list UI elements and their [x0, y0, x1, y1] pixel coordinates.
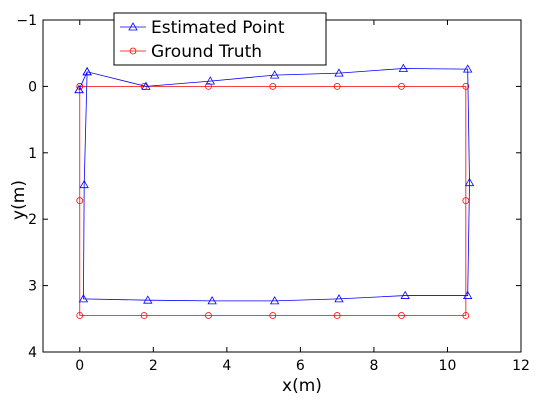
series-1-point-15 — [76, 197, 84, 205]
series-0-point-11 — [334, 294, 344, 303]
legend-marker-0 — [128, 22, 138, 31]
series-0-point-16 — [79, 179, 89, 189]
series-0-point-8 — [464, 177, 475, 187]
series-0-point-3 — [205, 76, 215, 85]
y-tick-label-0: −1 — [16, 13, 37, 29]
y-tick-label-5: 4 — [28, 345, 37, 361]
y-tick-label-4: 3 — [28, 279, 37, 295]
series-0-point-2 — [141, 81, 151, 90]
series-1-point-9 — [398, 312, 405, 319]
series-0-point-6 — [398, 63, 409, 72]
series-0-point-7 — [462, 64, 473, 73]
x-tick-label-4: 8 — [369, 358, 378, 374]
legend-marker-1 — [129, 47, 137, 55]
series-1-point-8 — [462, 312, 470, 319]
series-1-point-6 — [462, 83, 470, 90]
y-tick-label-1: 0 — [28, 79, 37, 95]
series-0-point-13 — [207, 296, 217, 305]
series-0-point-4 — [269, 70, 280, 79]
series-0-point-14 — [143, 295, 153, 304]
legend-box — [113, 12, 327, 66]
series-1-point-11 — [269, 312, 277, 319]
series-0-point-9 — [462, 290, 473, 299]
x-tick-label-1: 2 — [149, 358, 158, 374]
series-1-point-3 — [269, 83, 277, 90]
series-0-point-5 — [334, 68, 344, 77]
y-tick-label-2: 1 — [28, 146, 37, 162]
series-1-point-14 — [76, 312, 84, 319]
x-tick-label-3: 6 — [296, 358, 305, 374]
series-1-point-5 — [398, 83, 405, 90]
series-layer — [74, 63, 475, 319]
legend-label-1: Ground Truth — [151, 42, 262, 62]
x-tick-label-0: 0 — [75, 358, 84, 374]
x-tick-label-5: 10 — [439, 358, 457, 374]
legend: Estimated Point Ground Truth — [113, 12, 327, 66]
x-axis-label: x(m) — [282, 376, 322, 396]
plot-area — [42, 19, 522, 353]
series-0-point-10 — [400, 290, 410, 299]
series-0-point-15 — [78, 294, 89, 303]
series-1-point-12 — [205, 312, 212, 319]
y-tick-label-3: 2 — [28, 212, 37, 228]
series-1-point-4 — [333, 83, 341, 90]
series-line-0 — [78, 68, 470, 302]
x-tick-label-6: 12 — [512, 358, 530, 374]
plot-frame — [42, 19, 522, 353]
series-0-point-12 — [269, 296, 280, 305]
y-axis-label: y(m) — [9, 180, 29, 220]
series-line-1 — [79, 86, 467, 316]
series-1-point-13 — [140, 312, 148, 319]
series-0-point-17 — [82, 66, 92, 76]
x-tick-label-2: 4 — [222, 358, 231, 374]
series-1-point-10 — [333, 312, 341, 319]
series-1-point-2 — [205, 83, 212, 90]
legend-label-0: Estimated Point — [151, 18, 285, 38]
series-1-point-16 — [76, 83, 84, 90]
series-0-point-18 — [74, 84, 84, 94]
